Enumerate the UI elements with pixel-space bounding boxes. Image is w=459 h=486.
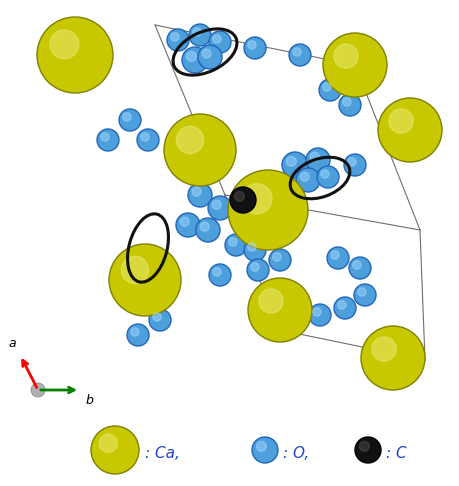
Circle shape (176, 213, 200, 237)
Circle shape (99, 434, 117, 452)
Circle shape (130, 328, 139, 336)
Circle shape (230, 187, 256, 213)
Circle shape (243, 239, 265, 261)
Circle shape (149, 309, 171, 331)
Circle shape (192, 28, 201, 36)
Circle shape (371, 337, 395, 361)
Circle shape (197, 45, 222, 69)
Circle shape (196, 218, 219, 242)
Circle shape (299, 172, 308, 181)
Circle shape (320, 170, 328, 178)
Circle shape (333, 44, 358, 68)
Circle shape (212, 35, 221, 43)
Circle shape (188, 183, 212, 207)
Circle shape (202, 49, 211, 58)
Circle shape (246, 259, 269, 281)
Text: a: a (8, 337, 16, 350)
Circle shape (258, 289, 283, 313)
Circle shape (360, 326, 424, 390)
Circle shape (337, 301, 345, 309)
Circle shape (224, 234, 246, 256)
Circle shape (207, 196, 231, 220)
Circle shape (137, 129, 159, 151)
Circle shape (326, 247, 348, 269)
Circle shape (208, 264, 230, 286)
Circle shape (250, 263, 258, 271)
Circle shape (91, 426, 139, 474)
Circle shape (312, 308, 320, 316)
Circle shape (343, 154, 365, 176)
Circle shape (212, 200, 221, 209)
Circle shape (322, 33, 386, 97)
Circle shape (308, 304, 330, 326)
Circle shape (388, 109, 412, 133)
Circle shape (322, 83, 330, 91)
Circle shape (109, 244, 180, 316)
Circle shape (200, 222, 209, 231)
Circle shape (333, 297, 355, 319)
Circle shape (97, 129, 119, 151)
Circle shape (288, 44, 310, 66)
Circle shape (192, 187, 201, 196)
Circle shape (357, 288, 365, 296)
Circle shape (318, 79, 340, 101)
Circle shape (305, 148, 329, 172)
Circle shape (241, 184, 271, 214)
Circle shape (234, 191, 244, 201)
Circle shape (101, 133, 109, 141)
Circle shape (247, 243, 256, 251)
Circle shape (348, 257, 370, 279)
Circle shape (228, 238, 236, 246)
Circle shape (243, 37, 265, 59)
Circle shape (269, 249, 291, 271)
Circle shape (247, 278, 311, 342)
Text: b: b (85, 394, 93, 407)
Circle shape (121, 256, 148, 284)
Circle shape (354, 437, 380, 463)
Circle shape (338, 94, 360, 116)
Circle shape (50, 30, 78, 59)
Circle shape (358, 441, 369, 451)
Text: : C: : C (385, 447, 406, 462)
Circle shape (295, 168, 319, 192)
Circle shape (330, 251, 338, 259)
Circle shape (179, 217, 189, 226)
Circle shape (281, 152, 308, 178)
Circle shape (186, 52, 196, 61)
Circle shape (123, 113, 131, 121)
Circle shape (176, 126, 203, 154)
Circle shape (316, 166, 338, 188)
Circle shape (377, 98, 441, 162)
Circle shape (256, 441, 266, 451)
Circle shape (272, 253, 280, 261)
Text: : Ca,: : Ca, (145, 447, 179, 462)
Circle shape (167, 29, 189, 51)
Circle shape (353, 284, 375, 306)
Circle shape (342, 98, 350, 106)
Circle shape (212, 268, 221, 276)
Circle shape (31, 383, 45, 397)
Circle shape (309, 152, 319, 161)
Circle shape (286, 156, 296, 166)
Circle shape (252, 437, 277, 463)
Circle shape (347, 158, 355, 166)
Circle shape (127, 324, 149, 346)
Circle shape (247, 41, 256, 49)
Circle shape (182, 47, 207, 73)
Circle shape (352, 261, 360, 269)
Circle shape (170, 33, 179, 41)
Circle shape (140, 133, 149, 141)
Circle shape (119, 109, 141, 131)
Circle shape (228, 170, 308, 250)
Circle shape (164, 114, 235, 186)
Circle shape (292, 48, 301, 56)
Text: : O,: : O, (282, 447, 308, 462)
Circle shape (189, 24, 211, 46)
Circle shape (37, 17, 113, 93)
Circle shape (152, 312, 161, 321)
Circle shape (208, 31, 230, 53)
